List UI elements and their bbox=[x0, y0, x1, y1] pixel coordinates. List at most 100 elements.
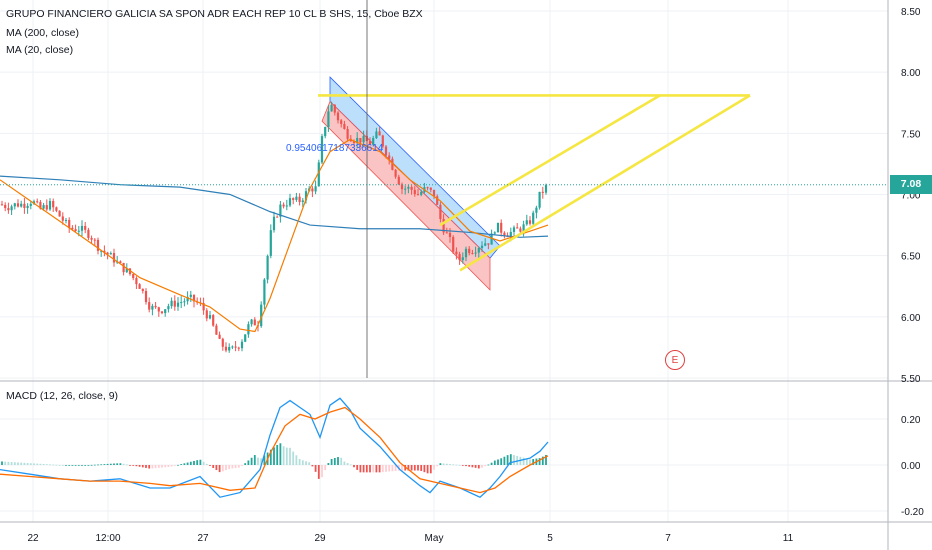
macd-histogram-bar bbox=[452, 464, 455, 466]
candle-down bbox=[452, 236, 455, 252]
candle-up bbox=[461, 257, 464, 261]
candle-up bbox=[29, 203, 32, 206]
candle-down bbox=[148, 302, 151, 310]
macd-histogram-bar bbox=[61, 465, 64, 466]
candle-down bbox=[503, 232, 506, 236]
macd-histogram-bar bbox=[401, 465, 403, 471]
time-tick-label: 27 bbox=[197, 533, 209, 544]
candle-up bbox=[320, 136, 324, 163]
macd-legend[interactable]: MACD (12, 26, close, 9) bbox=[6, 390, 119, 402]
candle-up bbox=[525, 220, 528, 225]
macd-histogram-bar bbox=[500, 458, 503, 465]
signal-line bbox=[0, 406, 549, 494]
macd-histogram-bar bbox=[253, 455, 256, 465]
macd-histogram-bar bbox=[237, 465, 240, 468]
candle-up bbox=[404, 188, 407, 190]
candle-up bbox=[125, 268, 128, 273]
macd-histogram-bar bbox=[455, 464, 458, 466]
drawing-layer[interactable] bbox=[318, 94, 751, 272]
macd-histogram-bar bbox=[426, 465, 429, 474]
macd-histogram-bar bbox=[497, 459, 499, 465]
macd-histogram-bar bbox=[532, 459, 535, 465]
macd-tick-label: 0.00 bbox=[901, 461, 921, 472]
candle-down bbox=[333, 104, 336, 113]
ma200-legend[interactable]: MA (200, close) bbox=[6, 27, 79, 39]
macd-histogram-bar bbox=[391, 465, 394, 472]
candle-down bbox=[311, 188, 314, 192]
earnings-marker[interactable]: E bbox=[665, 350, 685, 370]
macd-line bbox=[0, 397, 549, 498]
candle-up bbox=[272, 216, 276, 231]
candle-down bbox=[36, 201, 39, 203]
macd-histogram-bar bbox=[164, 465, 167, 468]
candle-up bbox=[295, 196, 298, 200]
macd-histogram-bar bbox=[183, 463, 186, 465]
macd-histogram-bar bbox=[93, 464, 96, 466]
candle-up bbox=[170, 300, 173, 307]
macd-histogram-bar bbox=[487, 464, 490, 466]
candle-down bbox=[519, 228, 522, 232]
macd-histogram-bar bbox=[337, 457, 339, 465]
candle-up bbox=[260, 304, 263, 327]
candle-down bbox=[400, 184, 404, 190]
candle-up bbox=[189, 294, 192, 297]
macd-histogram-bar bbox=[241, 465, 243, 466]
macd-histogram-bar bbox=[433, 465, 435, 470]
macd-histogram-bar bbox=[353, 465, 355, 468]
candle-up bbox=[522, 224, 525, 232]
macd-histogram-bar bbox=[362, 465, 365, 473]
candle-down bbox=[394, 169, 397, 177]
candle-down bbox=[112, 253, 116, 263]
candle-down bbox=[471, 253, 474, 255]
ma20-legend[interactable]: MA (20, close) bbox=[6, 44, 74, 56]
candle-up bbox=[362, 135, 365, 143]
macd-histogram-bar bbox=[157, 465, 160, 468]
macd-histogram-bar bbox=[423, 465, 426, 473]
pattern-line bbox=[459, 94, 751, 272]
candle-down bbox=[397, 176, 400, 185]
macd-histogram-bar bbox=[148, 465, 151, 469]
macd-tick-label: 0.20 bbox=[901, 415, 921, 426]
macd-histogram-bar bbox=[180, 464, 183, 465]
macd-histogram-bar bbox=[436, 465, 439, 467]
macd-histogram-bar bbox=[113, 463, 115, 465]
candle-up bbox=[167, 306, 170, 310]
time-tick-label: May bbox=[425, 533, 444, 544]
candle-down bbox=[215, 325, 218, 335]
candle-down bbox=[55, 207, 58, 211]
macd-histogram-bar bbox=[74, 465, 77, 466]
time-tick-label: 11 bbox=[783, 533, 794, 544]
macd-histogram-bar bbox=[305, 461, 307, 465]
macd-histogram-bar bbox=[84, 465, 87, 466]
macd-histogram-bar bbox=[458, 464, 461, 466]
price-tick-label: 5.50 bbox=[901, 374, 921, 385]
candle-down bbox=[7, 208, 10, 211]
macd-histogram-bar bbox=[90, 464, 93, 466]
macd-histogram-bar bbox=[193, 460, 195, 465]
grid-layer bbox=[0, 0, 888, 522]
candle-down bbox=[336, 112, 340, 121]
candle-down bbox=[253, 319, 256, 326]
candle-down bbox=[413, 189, 416, 195]
macd-histogram-bar bbox=[10, 462, 13, 465]
candle-down bbox=[368, 141, 372, 145]
macd-histogram-bar bbox=[177, 464, 179, 466]
candle-down bbox=[84, 225, 87, 230]
candle-up bbox=[164, 309, 167, 314]
macd-histogram-bar bbox=[269, 449, 272, 465]
macd-histogram-bar bbox=[506, 455, 509, 465]
macd-histogram-bar bbox=[493, 460, 496, 465]
macd-histogram-bar bbox=[439, 463, 442, 465]
candle-up bbox=[512, 227, 516, 232]
candle-down bbox=[426, 187, 429, 189]
macd-histogram-bar bbox=[481, 465, 483, 468]
candle-down bbox=[93, 239, 96, 241]
candle-down bbox=[90, 237, 93, 240]
candle-down bbox=[410, 186, 413, 190]
macd-histogram-bar bbox=[186, 462, 189, 465]
macd-histogram-bar bbox=[103, 464, 106, 465]
channel-layer bbox=[321, 76, 501, 291]
pattern-line bbox=[439, 94, 661, 227]
symbol-title[interactable]: GRUPO FINANCIERO GALICIA SA SPON ADR EAC… bbox=[6, 8, 423, 20]
